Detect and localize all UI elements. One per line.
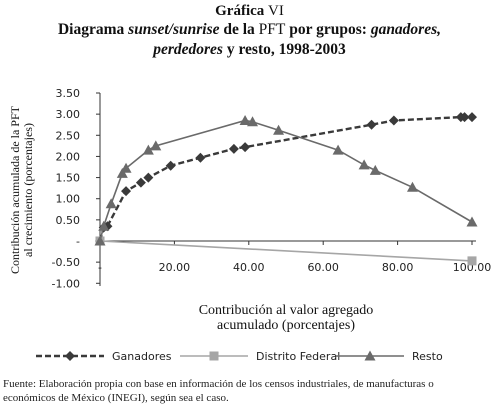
data-point-resto [273, 124, 285, 135]
x-axis-title: Contribución al valor agregadoacumulado … [199, 303, 374, 333]
source-part: INEGI [111, 392, 142, 404]
title-part: de la [219, 21, 259, 38]
data-point-resto [94, 235, 106, 246]
tick-labels: 3.50 3.00 2.50 2.00 1.50 1.00 0.50 - -0.50 -1.00 -… [52, 87, 492, 290]
data-point-ganadores [459, 112, 470, 123]
data-point-resto [105, 198, 117, 209]
data-point-resto [332, 144, 344, 155]
legend-label-resto: Resto [412, 350, 443, 363]
data-point-ganadores [135, 177, 146, 188]
y-tick-label: - [76, 235, 80, 248]
y-tick-label: -0.50 [52, 256, 80, 269]
data-point-resto [247, 116, 259, 127]
legend-marker-resto [364, 350, 376, 361]
x-axis-title-line: acumulado (porcentajes) [217, 318, 355, 333]
source-part: ), según sea el caso. [141, 392, 229, 404]
series-resto [94, 114, 478, 246]
data-point-resto [116, 167, 128, 178]
source-note: Fuente: Elaboración propia con base en i… [3, 377, 499, 405]
x-tick-label: 80.00 [382, 261, 414, 274]
data-point-resto [466, 216, 478, 227]
kicker-number: VI [268, 3, 284, 19]
data-point-resto [142, 144, 154, 155]
data-point-distrito-federal [467, 256, 477, 266]
legend: Ganadores Distrito Federal Resto [36, 350, 443, 363]
y-tick-label: 1.50 [56, 172, 81, 185]
y-tick-label: -1.00 [52, 277, 80, 290]
legend-item-ganadores: Ganadores [36, 350, 172, 363]
title-part: y resto, 1998-2003 [222, 41, 346, 58]
data-point-ganadores [240, 142, 251, 153]
x-tick-label: 100.00 [453, 261, 492, 274]
data-point-resto [406, 181, 418, 192]
data-point-resto [120, 162, 132, 173]
data-point-ganadores [195, 152, 206, 163]
title-part: Diagrama [57, 21, 129, 38]
data-point-resto [150, 140, 162, 151]
data-point-ganadores [467, 112, 477, 123]
x-tick-label: 20.00 [159, 261, 191, 274]
y-tick-label: 2.00 [56, 150, 81, 163]
title-part: por grupos: [285, 21, 371, 38]
y-tick-label: 1.00 [56, 193, 81, 206]
legend-item-resto: Resto [336, 350, 443, 363]
source-part: económicos de México ( [3, 392, 112, 404]
legend-label-ganadores: Ganadores [112, 350, 172, 363]
chart-title-block: Gráfica VI Diagrama sunset/sunrise de la… [0, 2, 499, 60]
data-point-ganadores [165, 160, 176, 171]
kicker-word: Gráfica [215, 3, 265, 19]
data-point-ganadores [228, 143, 239, 154]
title-part: ganadores, [370, 21, 442, 38]
legend-item-distrito-federal: Distrito Federal [180, 350, 340, 363]
chart-kicker: Gráfica VI [0, 2, 499, 20]
series-line-resto [99, 119, 473, 242]
data-point-ganadores [366, 119, 377, 130]
series-layer [94, 112, 478, 266]
title-part: perdedores [153, 41, 223, 58]
y-axis-title: Contribución acumulada de la PFT al creci… [8, 105, 35, 274]
data-point-ganadores [121, 186, 132, 197]
axes [96, 92, 476, 286]
data-point-ganadores [388, 115, 399, 126]
data-point-resto [358, 159, 370, 170]
data-point-resto [369, 164, 381, 175]
chart-title-line-1: Diagrama sunset/sunrise de la PFT por gr… [0, 20, 499, 40]
chart-title-line-2: perdedores y resto, 1998-2003 [0, 40, 499, 60]
series-line-distrito-federal [99, 240, 473, 262]
x-tick-label: 40.00 [233, 261, 265, 274]
title-part: PFT [258, 21, 286, 38]
data-point-resto [98, 220, 110, 231]
source-line-1: Fuente: Elaboración propia con base en i… [3, 378, 434, 390]
legend-label-distrito-federal: Distrito Federal [256, 350, 340, 363]
title-part: sunset/sunrise [128, 21, 220, 38]
y-tick-label: 0.50 [56, 214, 81, 227]
x-tick-label: 60.00 [307, 261, 339, 274]
series-line-ganadores [98, 115, 472, 242]
data-point-resto [239, 114, 251, 125]
data-point-ganadores [143, 172, 154, 183]
y-tick-label: 3.50 [56, 87, 81, 100]
x-axis-title-line: Contribución al valor agregado [199, 303, 374, 318]
legend-marker-distrito-federal [209, 351, 219, 361]
legend-marker-ganadores [65, 351, 75, 361]
y-axis-title-line: al crecimiento (porcentajes) [21, 123, 35, 257]
y-axis-title-line: Contribución acumulada de la PFT [8, 105, 22, 274]
y-tick-label: 2.50 [56, 129, 81, 142]
x-tick-label: - [98, 261, 102, 274]
y-tick-label: 3.00 [56, 108, 81, 121]
